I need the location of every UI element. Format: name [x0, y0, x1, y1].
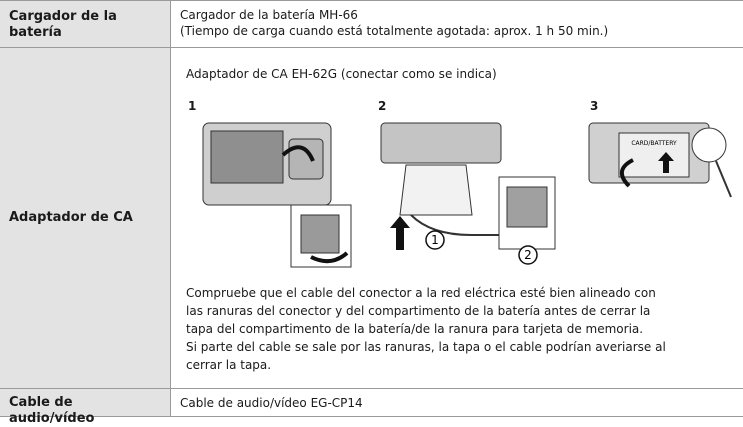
illustrations: 1 2 CARD/BATTERY	[202, 122, 732, 268]
note-line: tapa del compartimento de la batería/de …	[186, 322, 644, 336]
figure: 1 2	[380, 122, 556, 265]
rule	[170, 0, 171, 417]
figure	[202, 122, 352, 268]
figure-label: CARD/BATTERY	[631, 140, 677, 147]
note-line: cerrar la tapa.	[186, 358, 272, 372]
row-label: Cargador de la batería	[9, 9, 117, 40]
row-label-cell: Cable de audio/vídeo	[0, 389, 170, 426]
rule	[0, 0, 743, 1]
figure-label: 1	[431, 233, 439, 247]
figure: CARD/BATTERY	[588, 122, 732, 198]
row-label-cell: Cargador de la batería	[0, 1, 170, 47]
text: Cargador de la batería MH-66	[180, 8, 358, 22]
row-label-cell: Adaptador de CA	[0, 48, 170, 388]
note-line: las ranuras del conector y del compartim…	[186, 304, 651, 318]
text: Adaptador de CA EH-62G (conectar como se…	[186, 67, 497, 81]
note-line: Si parte del cable se sale por las ranur…	[186, 340, 666, 354]
figure-label: 2	[524, 248, 532, 262]
text: Cable de audio/vídeo EG-CP14	[180, 396, 363, 410]
step-number: 1	[188, 99, 197, 113]
step-number: 2	[378, 99, 387, 113]
text: (Tiempo de carga cuando está totalmente …	[180, 24, 609, 38]
row-label: Adaptador de CA	[9, 210, 133, 225]
row-label: Cable de audio/vídeo	[9, 395, 95, 426]
rule	[0, 47, 743, 48]
note-line: Compruebe que el cable del conector a la…	[186, 286, 656, 300]
rule	[0, 388, 743, 389]
step-number: 3	[590, 99, 599, 113]
